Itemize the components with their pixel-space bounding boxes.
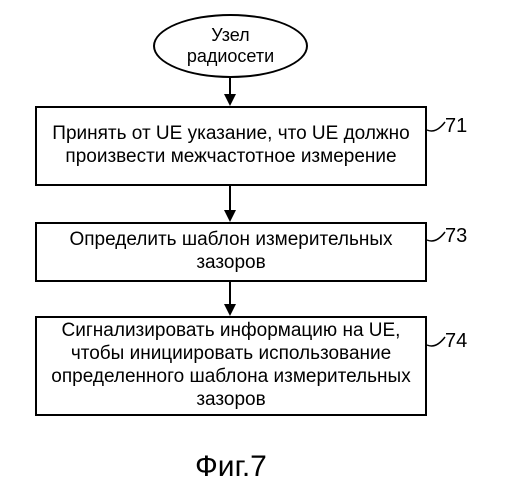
ref-74: 74 xyxy=(445,330,467,353)
step-2-label: Определить шаблон измерительных зазоров xyxy=(47,229,415,275)
connector-1 xyxy=(215,186,245,222)
start-node: Узел радиосети xyxy=(153,14,308,78)
step-3: Сигнализировать информацию на UE, чтобы … xyxy=(35,316,427,416)
ref-curve-0 xyxy=(425,112,447,140)
figure-caption: Фиг.7 xyxy=(195,450,267,484)
step-1-label: Принять от UE указание, что UE должно пр… xyxy=(47,123,415,169)
ref-curve-2 xyxy=(425,327,447,355)
ref-71: 71 xyxy=(445,115,467,138)
ref-73: 73 xyxy=(445,225,467,248)
start-label: Узел радиосети xyxy=(187,25,274,66)
connector-0 xyxy=(215,78,245,106)
step-2: Определить шаблон измерительных зазоров xyxy=(35,222,427,282)
connector-2 xyxy=(215,282,245,316)
ref-curve-1 xyxy=(425,222,447,250)
step-1: Принять от UE указание, что UE должно пр… xyxy=(35,106,427,186)
flowchart: Узел радиосети Принять от UE указание, ч… xyxy=(0,0,516,500)
step-3-label: Сигнализировать информацию на UE, чтобы … xyxy=(47,320,415,411)
